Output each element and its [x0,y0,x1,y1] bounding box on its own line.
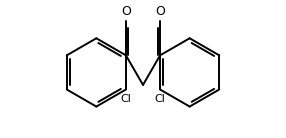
Text: O: O [121,6,131,18]
Text: O: O [155,6,165,18]
Text: Cl: Cl [120,94,131,104]
Text: Cl: Cl [155,94,166,104]
